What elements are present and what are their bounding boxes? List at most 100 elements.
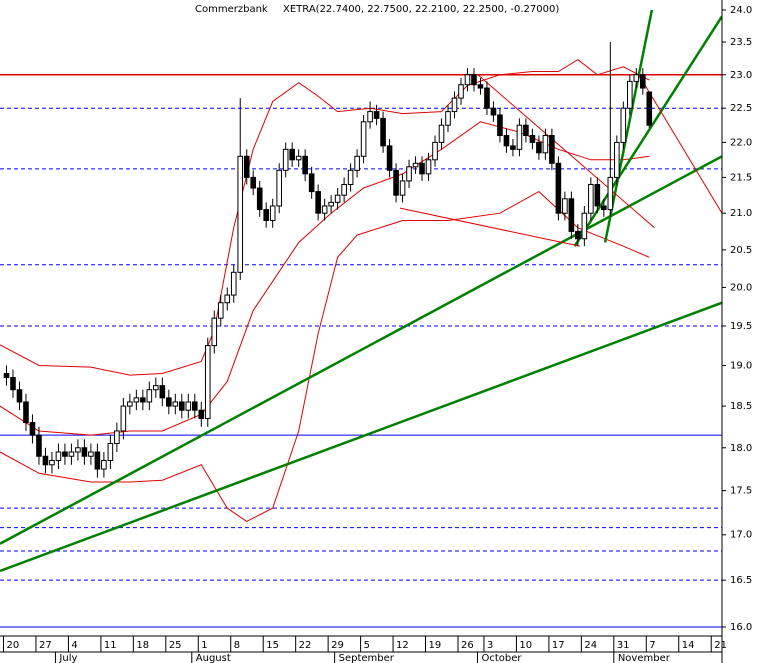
candle-body xyxy=(191,401,198,411)
candle-body xyxy=(451,97,458,113)
candle-body xyxy=(10,377,16,391)
candle-body xyxy=(211,317,218,347)
bollinger-band xyxy=(0,190,650,522)
candle-body xyxy=(49,460,55,466)
candle-body xyxy=(575,230,581,240)
y-tick-label: 16.0 xyxy=(730,622,752,633)
x-tick-label: 1 xyxy=(201,640,207,651)
x-tick-label: 5 xyxy=(364,640,370,651)
candle-body xyxy=(646,91,653,126)
candle-body xyxy=(419,162,425,175)
candle-body xyxy=(536,141,542,154)
candle-body xyxy=(321,205,328,214)
candle-body xyxy=(529,135,536,143)
candle-body xyxy=(568,198,575,232)
month-label: August xyxy=(196,653,231,663)
candle-body xyxy=(282,148,289,171)
y-tick-label: 22.0 xyxy=(730,137,752,148)
x-tick-label: 8 xyxy=(234,640,240,651)
candle-body xyxy=(256,187,263,211)
candle-body xyxy=(140,397,146,403)
y-tick-label: 19.0 xyxy=(730,360,752,371)
candle-body xyxy=(75,447,81,453)
candle-body xyxy=(62,451,68,457)
candle-body xyxy=(432,141,438,161)
candle-body xyxy=(367,111,373,123)
candle-body xyxy=(562,198,568,214)
candle-body xyxy=(237,155,244,273)
candle-body xyxy=(133,397,140,403)
candle-body xyxy=(627,80,633,109)
trendline xyxy=(0,155,722,545)
x-tick-label: 20 xyxy=(6,640,19,651)
y-tick-label: 24.0 xyxy=(730,5,752,16)
month-label: October xyxy=(481,653,522,663)
candle-body xyxy=(101,460,107,470)
candle-body xyxy=(263,209,270,221)
candle-body xyxy=(302,155,308,175)
candle-body xyxy=(29,422,36,436)
candle-body xyxy=(386,145,393,171)
y-tick-label: 20.0 xyxy=(730,282,752,293)
candle-body xyxy=(172,401,179,407)
candle-body xyxy=(146,389,153,403)
candle-body xyxy=(412,162,419,168)
y-tick-label: 22.5 xyxy=(730,103,752,114)
candle-body xyxy=(445,111,451,126)
candle-body xyxy=(107,443,114,462)
candle-body xyxy=(289,148,295,161)
x-tick-label: 31 xyxy=(617,640,630,651)
candle-body xyxy=(360,121,367,157)
x-tick-label: 25 xyxy=(169,640,182,651)
y-tick-label: 23.0 xyxy=(730,70,752,81)
candle-body xyxy=(471,74,477,86)
candle-body xyxy=(354,155,360,171)
candle-body xyxy=(607,176,614,211)
chart-title: Commerzbank xyxy=(195,4,268,15)
trendline xyxy=(399,207,580,247)
plot-area xyxy=(0,9,722,628)
candle-body xyxy=(380,117,386,147)
candle-body xyxy=(23,401,29,424)
candle-body xyxy=(523,124,529,137)
candle-body xyxy=(3,373,10,379)
candle-body xyxy=(516,124,523,150)
candle-body xyxy=(464,74,471,86)
candle-body xyxy=(620,107,627,143)
candle-body xyxy=(542,135,549,154)
candle-body xyxy=(55,451,62,462)
candle-body xyxy=(490,107,497,116)
candle-body xyxy=(204,345,211,419)
candle-body xyxy=(633,74,640,82)
x-tick-label: 15 xyxy=(266,640,279,651)
candle-body xyxy=(243,155,250,178)
y-tick-label: 21.0 xyxy=(730,208,752,219)
candle-body xyxy=(308,173,315,193)
candle-body xyxy=(614,141,620,178)
candle-body xyxy=(114,430,120,445)
candle-body xyxy=(555,162,562,214)
candle-body xyxy=(477,84,484,89)
candle-body xyxy=(373,111,380,119)
candle-body xyxy=(295,155,302,161)
candle-body xyxy=(334,194,341,203)
x-tick-label: 7 xyxy=(649,640,655,651)
candle-body xyxy=(185,401,192,411)
x-tick-label: 19 xyxy=(429,640,442,651)
candle-body xyxy=(159,385,166,399)
candle-body xyxy=(328,201,334,207)
candle-body xyxy=(510,145,516,150)
candle-body xyxy=(588,183,594,214)
x-tick-label: 3 xyxy=(487,640,493,651)
x-tick-label: 10 xyxy=(519,640,532,651)
x-tick-label: 17 xyxy=(552,640,565,651)
month-label: July xyxy=(58,653,77,663)
candle-body xyxy=(250,176,257,189)
candle-body xyxy=(341,183,347,196)
candle-body xyxy=(315,191,321,214)
candle-body xyxy=(88,451,94,457)
month-label: November xyxy=(618,653,671,663)
y-tick-label: 20.5 xyxy=(730,245,752,256)
candle-body xyxy=(127,401,133,407)
